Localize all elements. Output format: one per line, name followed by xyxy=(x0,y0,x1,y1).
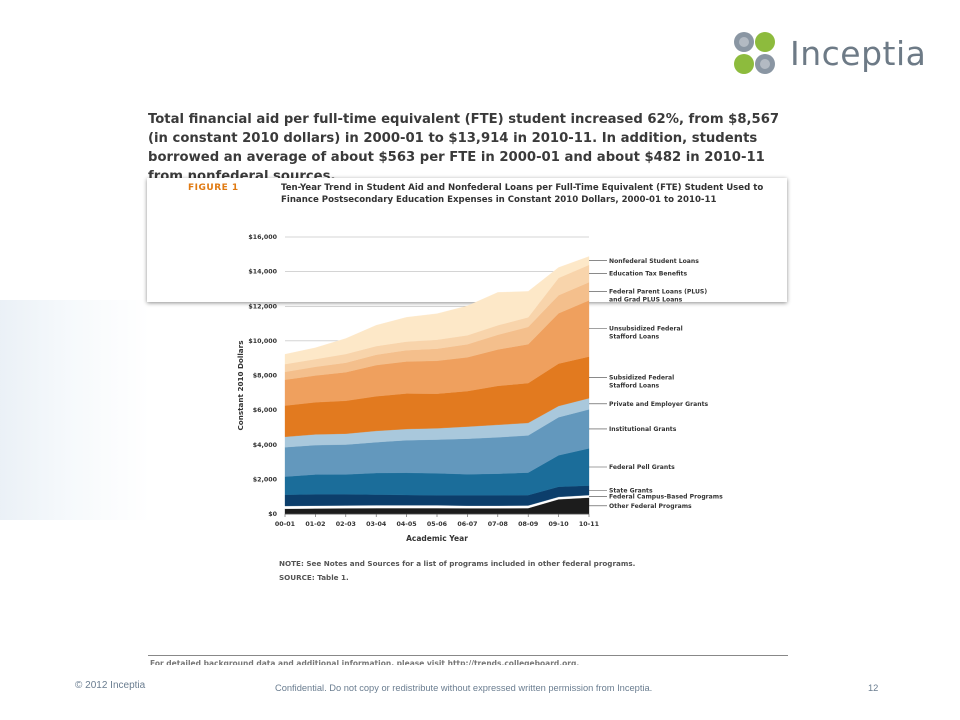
y-tick-label: $6,000 xyxy=(253,407,278,414)
figure-frame xyxy=(147,178,787,302)
legend-label: Subsidized Federal xyxy=(609,375,674,382)
x-tick-label: 05-06 xyxy=(427,521,448,528)
x-tick-label: 08-09 xyxy=(518,521,538,528)
y-tick-label: $12,000 xyxy=(248,303,277,310)
legend-label: State Grants xyxy=(609,488,653,495)
y-tick-label: $14,000 xyxy=(248,269,277,276)
four-circles-logo-icon xyxy=(734,32,775,74)
x-tick-label: 04-05 xyxy=(397,521,417,528)
divider xyxy=(148,655,788,656)
legend-label: Nonfederal Student Loans xyxy=(609,258,699,265)
x-tick-label: 06-07 xyxy=(457,521,477,528)
headline: Total financial aid per full-time equiva… xyxy=(148,112,780,184)
inceptia-logo: Inceptia xyxy=(730,30,930,82)
confidential-notice: Confidential. Do not copy or redistribut… xyxy=(275,683,653,693)
legend-label: Stafford Loans xyxy=(609,383,660,390)
legend-label: Federal Parent Loans (PLUS) xyxy=(609,288,707,295)
x-tick-label: 07-08 xyxy=(488,521,508,528)
legend-label: Education Tax Benefits xyxy=(609,271,687,278)
legend-label: Stafford Loans xyxy=(609,334,660,341)
x-tick-label: 10-11 xyxy=(579,521,599,528)
y-tick-label: $8,000 xyxy=(253,373,278,380)
figure-title: Ten-Year Trend in Student Aid and Nonfed… xyxy=(281,183,764,205)
y-axis-label: Constant 2010 Dollars xyxy=(236,341,245,431)
x-tick-label: 01-02 xyxy=(305,521,325,528)
legend-label: Other Federal Programs xyxy=(609,503,692,510)
legend-label: Unsubsidized Federal xyxy=(609,326,683,333)
y-tick-label: $0 xyxy=(268,511,277,518)
background-data-note: For detailed background data and additio… xyxy=(150,659,580,665)
y-tick-label: $16,000 xyxy=(248,234,277,241)
page-number: 12 xyxy=(868,683,879,693)
x-tick-label: 03-04 xyxy=(366,521,387,528)
legend-label: Private and Employer Grants xyxy=(609,401,708,408)
x-tick-label: 00-01 xyxy=(275,521,295,528)
y-tick-label: $2,000 xyxy=(253,476,278,483)
x-tick-label: 02-03 xyxy=(336,521,356,528)
y-tick-label: $4,000 xyxy=(253,442,278,449)
chart-note: NOTE: See Notes and Sources for a list o… xyxy=(279,559,636,568)
background-gradient xyxy=(0,300,150,520)
legend-label: Federal Pell Grants xyxy=(609,464,675,471)
y-tick-label: $10,000 xyxy=(248,338,277,345)
legend-label: and Grad PLUS Loans xyxy=(609,296,683,303)
chart-source: SOURCE: Table 1. xyxy=(279,573,349,582)
legend-label: Federal Campus-Based Programs xyxy=(609,494,723,501)
legend-label: Institutional Grants xyxy=(609,426,677,433)
copyright: © 2012 Inceptia xyxy=(75,680,146,691)
area-series xyxy=(284,256,590,365)
x-axis-label: Academic Year xyxy=(406,534,468,543)
figure-label: FIGURE 1 xyxy=(188,183,239,193)
x-tick-label: 09-10 xyxy=(549,521,570,528)
logo-text: Inceptia xyxy=(790,34,927,73)
